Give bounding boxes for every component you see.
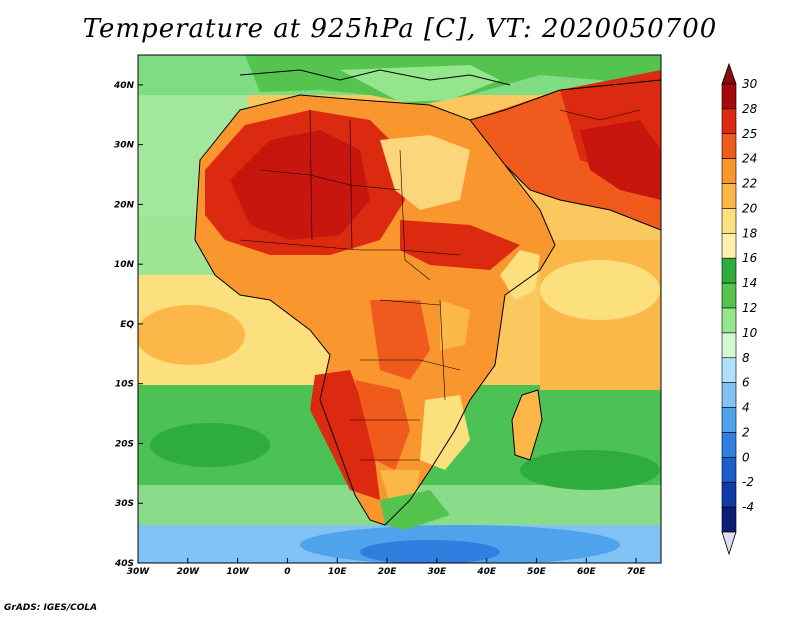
colorbar-swatch bbox=[721, 481, 737, 508]
colorbar-label: 24 bbox=[742, 152, 757, 166]
lat-tick-label: 30S bbox=[115, 499, 134, 509]
lat-tick-label: 10N bbox=[114, 260, 135, 270]
colorbar-label: 12 bbox=[742, 301, 757, 315]
lon-tick-label: 60E bbox=[577, 567, 597, 577]
colorbar-top-extension bbox=[721, 62, 737, 85]
footer-credit: GrADS: IGES/COLA bbox=[4, 603, 98, 613]
colorbar-label: 18 bbox=[742, 226, 758, 240]
lat-tick-label: 40S bbox=[114, 559, 134, 569]
colorbar-label: 14 bbox=[742, 276, 757, 290]
colorbar-label: -4 bbox=[742, 500, 754, 514]
colorbar-label: 22 bbox=[742, 177, 757, 191]
lat-tick-label: 20N bbox=[114, 200, 135, 210]
colorbar-swatch bbox=[721, 183, 737, 209]
colorbar-label: 2 bbox=[742, 425, 750, 439]
colorbar-swatch bbox=[721, 257, 737, 284]
longitude-axis: 30W 20W 10W 0 10E 20E 30E 40E 50E 60E 70E bbox=[127, 558, 647, 577]
lon-tick-label: 70E bbox=[627, 567, 647, 577]
temperature-field bbox=[138, 55, 661, 563]
colorbar-swatch bbox=[721, 432, 737, 458]
colorbar-label: 30 bbox=[742, 77, 758, 91]
latitude-axis: 40N 30N 20N 10N EQ 10S 20S 30S 40S bbox=[113, 81, 143, 569]
colorbar-label: -2 bbox=[742, 475, 754, 489]
lon-tick-label: 50E bbox=[527, 567, 547, 577]
lon-tick-label: 30W bbox=[127, 567, 151, 577]
lon-tick-label: 20E bbox=[378, 567, 398, 577]
colorbar-swatch bbox=[721, 506, 737, 533]
chart-title: Temperature at 925hPa [C], VT: 202005070… bbox=[82, 14, 718, 44]
lon-tick-label: 0 bbox=[284, 567, 290, 577]
colorbar-swatch bbox=[721, 307, 737, 334]
lon-tick-label: 20W bbox=[177, 567, 201, 577]
coastlines bbox=[194, 69, 661, 526]
colorbar-swatch bbox=[721, 158, 737, 184]
lon-tick-label: 10W bbox=[226, 567, 250, 577]
colorbar-swatch bbox=[721, 357, 737, 383]
colorbar-label: 28 bbox=[742, 102, 758, 116]
colorbar-swatch bbox=[721, 108, 737, 135]
lat-tick-label: EQ bbox=[120, 320, 134, 330]
colorbar-swatch bbox=[721, 83, 737, 110]
colorbar-swatch bbox=[721, 382, 737, 408]
colorbar-swatch bbox=[721, 282, 737, 309]
lon-tick-label: 10E bbox=[328, 567, 348, 577]
colorbar-swatch bbox=[721, 133, 737, 159]
colorbar-swatch bbox=[721, 233, 737, 259]
colorbar-label: 25 bbox=[742, 127, 757, 141]
plot-frame bbox=[137, 54, 662, 564]
colorbar-label: 20 bbox=[742, 201, 758, 215]
lat-tick-label: 30N bbox=[114, 141, 135, 151]
colorbar-label: 8 bbox=[742, 351, 750, 365]
colorbar-swatch bbox=[721, 457, 737, 483]
lat-tick-label: 10S bbox=[115, 380, 134, 390]
lat-tick-label: 40N bbox=[113, 81, 135, 91]
colorbar-label: 6 bbox=[742, 376, 750, 390]
colorbar-swatch bbox=[721, 208, 737, 234]
colorbar-swatch bbox=[721, 407, 737, 433]
colorbar-swatch bbox=[721, 332, 737, 359]
lon-tick-label: 30E bbox=[428, 567, 448, 577]
colorbar-label: 0 bbox=[742, 450, 750, 464]
colorbar-bottom-extension bbox=[721, 531, 737, 556]
country-borders bbox=[239, 109, 641, 461]
colorbar-label: 10 bbox=[742, 326, 758, 340]
lat-tick-label: 20S bbox=[115, 439, 134, 449]
colorbar-label: 4 bbox=[742, 401, 750, 415]
colorbar-label: 16 bbox=[742, 251, 758, 265]
lon-tick-label: 40E bbox=[476, 567, 497, 577]
